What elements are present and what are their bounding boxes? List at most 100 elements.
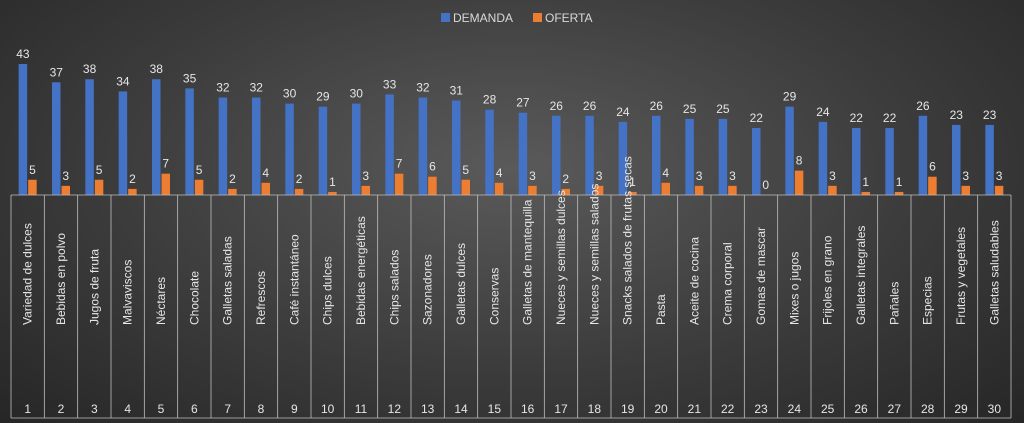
bar-demanda [985, 124, 994, 195]
category-number: 13 [421, 402, 435, 416]
data-label-demanda: 25 [716, 102, 730, 116]
data-label-oferta: 4 [662, 166, 669, 180]
category-number: 15 [488, 402, 502, 416]
data-label-oferta: 5 [29, 163, 36, 177]
category-number: 1 [24, 402, 31, 416]
data-label-oferta: 5 [196, 163, 203, 177]
data-label-oferta: 4 [262, 166, 269, 180]
category-number: 4 [124, 402, 131, 416]
data-label-demanda: 37 [50, 65, 64, 79]
data-label-demanda: 43 [16, 47, 30, 61]
data-label-oferta: 1 [896, 175, 903, 189]
bar-oferta [161, 173, 170, 195]
data-label-oferta: 2 [562, 172, 569, 186]
category-number: 11 [355, 402, 368, 416]
data-label-demanda: 24 [616, 105, 630, 119]
bar-oferta [994, 185, 1004, 195]
category-label: Chocolate [187, 271, 201, 325]
category-number: 21 [688, 402, 702, 416]
bar-demanda [452, 100, 461, 195]
category-number: 10 [321, 402, 335, 416]
bar-oferta [328, 191, 337, 195]
category-number: 20 [654, 402, 668, 416]
category-label: Chips salados [387, 250, 401, 325]
category-label: Galletas dulces [454, 243, 468, 325]
bar-demanda [818, 121, 828, 195]
bar-oferta [561, 188, 570, 195]
category-label: Mixes o jugos [787, 252, 801, 325]
bar-demanda [252, 97, 261, 195]
data-label-demanda: 35 [183, 71, 197, 85]
category-label: Galletas de mantequilla [521, 199, 535, 325]
data-label-demanda: 38 [150, 62, 164, 76]
data-label-demanda: 25 [683, 102, 697, 116]
bar-demanda [52, 82, 61, 195]
data-label-demanda: 26 [583, 99, 597, 113]
category-number: 29 [954, 402, 968, 416]
category-label: Galletas integrales [854, 226, 868, 325]
category-number: 6 [191, 402, 198, 416]
category-number: 24 [788, 402, 802, 416]
data-label-oferta: 6 [429, 160, 436, 174]
category-label: Frutas y vegetales [954, 227, 968, 325]
data-label-demanda: 27 [516, 96, 530, 110]
bar-demanda [185, 88, 194, 195]
category-label: Galletas saludables [987, 220, 1001, 325]
data-label-demanda: 29 [316, 90, 330, 104]
bar-demanda [485, 109, 494, 195]
category-label: Malvaviscos [121, 260, 135, 325]
bar-demanda [885, 127, 894, 195]
data-label-demanda: 33 [383, 77, 397, 91]
category-label: Néctares [154, 277, 168, 325]
bar-oferta [61, 185, 70, 195]
bar-demanda [152, 79, 161, 195]
category-number: 7 [224, 402, 231, 416]
category-number: 8 [258, 402, 265, 416]
data-label-oferta: 8 [796, 154, 803, 168]
category-label: Snacks salados de frutas secas [621, 156, 635, 325]
data-label-demanda: 34 [116, 74, 130, 88]
category-number: 9 [291, 402, 298, 416]
bar-oferta [428, 176, 437, 195]
category-number: 23 [754, 402, 768, 416]
category-label: Café instantáneo [287, 234, 301, 325]
category-label: Pasta [654, 294, 668, 325]
data-label-oferta: 3 [729, 169, 736, 183]
category-label: Galletas saladas [221, 236, 235, 325]
category-number: 12 [388, 402, 402, 416]
data-label-demanda: 30 [350, 87, 364, 101]
data-label-oferta: 3 [696, 169, 703, 183]
bar-demanda [552, 115, 561, 195]
category-label: Frijoles en grano [821, 235, 835, 325]
data-label-demanda: 30 [283, 87, 297, 101]
bar-demanda [285, 103, 294, 195]
data-label-oferta: 1 [329, 175, 336, 189]
bar-demanda [752, 127, 761, 195]
category-number: 3 [91, 402, 98, 416]
bar-oferta [528, 185, 537, 195]
category-table: Variedad de dulces 1 Bebidas en polvo 2 Jugo… [10, 156, 1012, 419]
category-label: Bebidas en polvo [54, 233, 68, 325]
bar-demanda [218, 97, 228, 195]
bar-oferta [361, 185, 370, 195]
category-label: Sazonadores [421, 254, 435, 325]
bar-demanda [785, 106, 794, 195]
bar-oferta [894, 191, 904, 195]
category-number: 28 [921, 402, 935, 416]
bar-oferta [394, 173, 404, 195]
data-label-demanda: 32 [216, 81, 230, 95]
data-label-demanda: 26 [550, 99, 564, 113]
data-label-oferta: 5 [96, 163, 103, 177]
bar-demanda [685, 118, 694, 195]
data-label-oferta: 5 [462, 163, 469, 177]
bar-demanda [918, 115, 928, 195]
bar-oferta [28, 179, 37, 195]
category-label: Refrescos [254, 271, 268, 325]
bar-oferta [461, 179, 470, 195]
bar-oferta [794, 170, 804, 195]
category-number: 22 [721, 402, 735, 416]
bar-demanda [418, 97, 428, 195]
bar-oferta [628, 191, 637, 195]
data-label-demanda: 22 [850, 111, 864, 125]
